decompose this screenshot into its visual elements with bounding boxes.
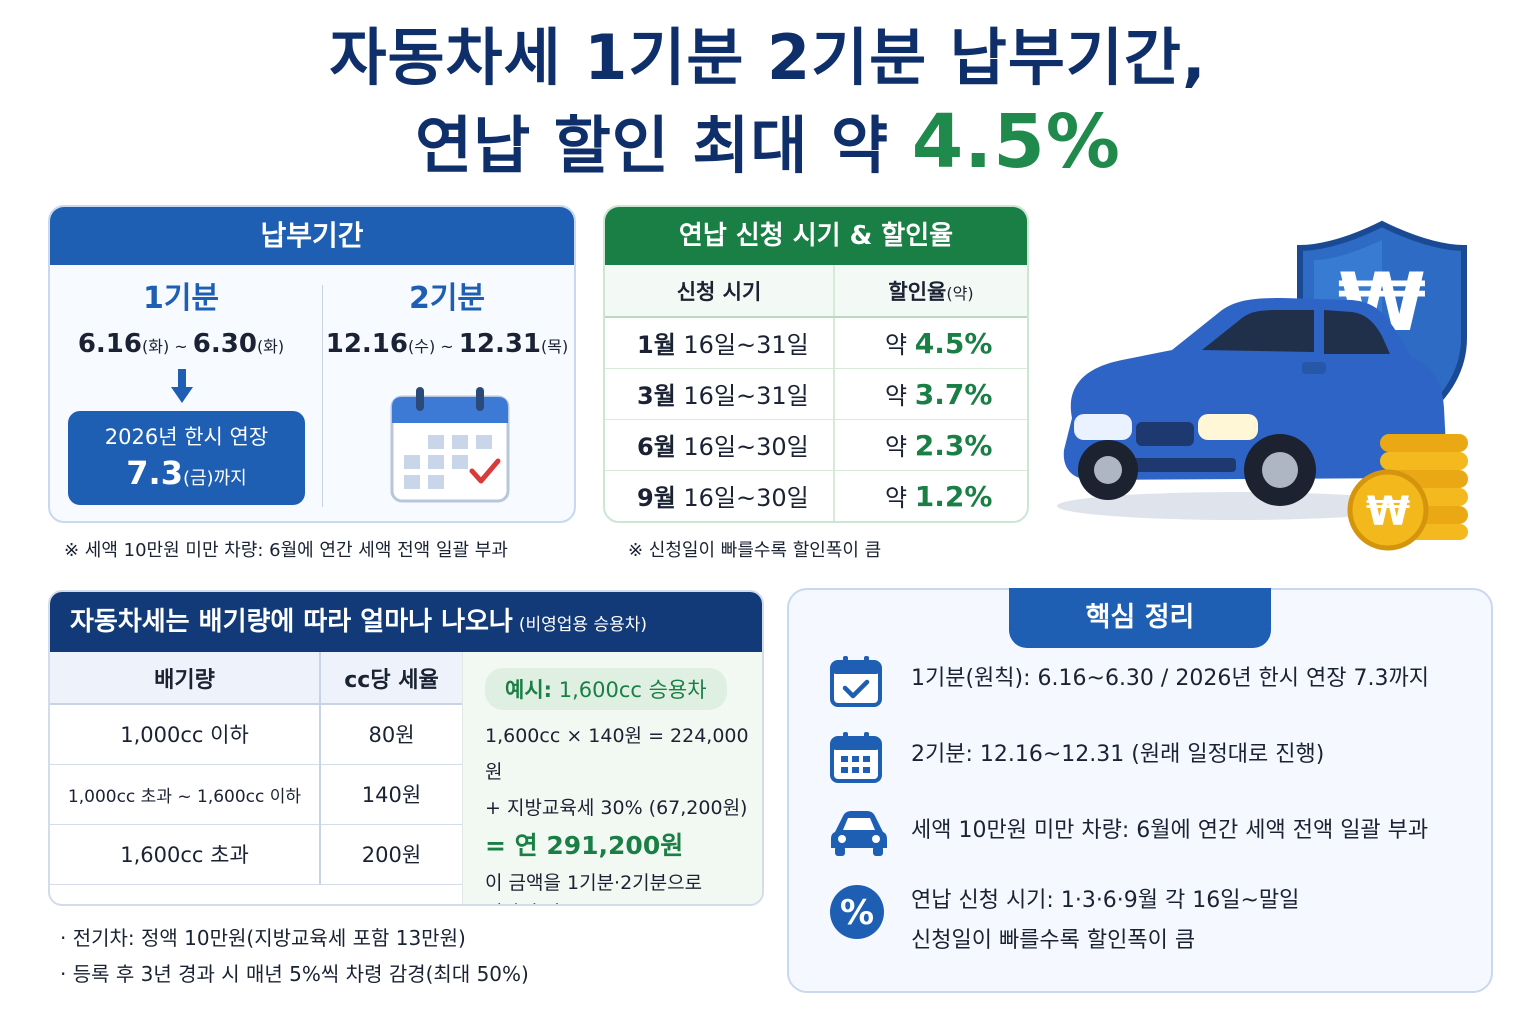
bullet-ev: · 전기차: 정액 10만원(지방교육세 포함 13만원) [60,926,466,950]
summary-text-2: 2기분: 12.16~12.31 (원래 일정대로 진행) [911,742,1325,767]
col-apply-time: 신청 시기 [605,265,834,318]
column-divider [322,285,323,507]
calendar-icon [390,387,510,503]
table-row: 1,000cc 초과 ~ 1,600cc 이하 140원 [50,764,462,825]
discount-rate-cell: 약 4.5% [833,317,1027,369]
car-icon [1057,298,1446,520]
example-tail-2: 절반씩 납부 [485,898,762,904]
displacement-cell: 1,600cc 초과 [50,824,320,885]
discount-rate-cell: 약 3.7% [833,368,1027,420]
apply-time-cell: 1월 16일~31일 [605,317,834,369]
summary-panel: 핵심 정리 1기분(원칙): 6.16~6.30 / 2026년 한시 연장 7… [787,588,1493,993]
extension-date: 7.3(금)까지 [126,454,247,492]
coin-stack-icon: ₩ [1347,434,1468,551]
period-1-title: 1기분 [142,281,220,316]
extension-badge: 2026년 한시 연장 7.3(금)까지 [68,411,305,505]
example-total: = 연 291,200원 [485,831,684,860]
table-row: 1,000cc 이하 80원 [50,704,462,765]
engine-tax-header: 자동차세는 배기량에 따라 얼마나 나오나 (비영업용 승용차) [50,592,762,652]
svg-text:%: % [840,893,874,933]
col-rate-per-cc: cc당 세율 [319,652,462,705]
page-title: 자동차세 1기분 2기분 납부기간, 연납 할인 최대 약 4.5% [0,18,1536,190]
apply-time-cell: 6월 16일~30일 [605,419,834,471]
car-icon [831,811,887,856]
summary-text-4: 연납 신청 시기: 1·3·6·9월 각 16일~말일 [911,888,1300,913]
bullet-notes: · 전기차: 정액 10만원(지방교육세 포함 13만원) · 등록 후 3년 … [60,920,529,992]
table-header-row: 배기량 cc당 세율 [50,652,462,705]
example-tail-1: 이 금액을 1기분·2기분으로 [485,872,703,894]
title-line1: 자동차세 1기분 2기분 납부기간, [329,21,1207,94]
calendar-check-icon [830,656,882,707]
period-1-column: 1기분 6.16(화) ~ 6.30(화) [50,279,312,364]
table-row: 6월 16일~30일 약 2.3% [605,419,1027,471]
annual-note: ※ 신청일이 빠를수록 할인폭이 큼 [628,540,882,561]
period-2-title: 2기분 [408,281,486,316]
table-row: 9월 16일~30일 약 1.2% [605,470,1027,521]
apply-time-cell: 3월 16일~31일 [605,368,834,420]
engine-tax-table: 배기량 cc당 세율 1,000cc 이하 80원 1,000cc 초과 ~ 1… [50,652,462,885]
col-displacement: 배기량 [50,652,320,705]
rate-cell: 80원 [319,704,462,765]
annual-payment-panel: 연납 신청 시기 & 할인율 신청 시기 할인율(약) 1월 16일~31일 약… [603,205,1029,523]
table-row: 3월 16일~31일 약 3.7% [605,368,1027,420]
bullet-age-reduction: · 등록 후 3년 경과 시 매년 5%씩 차령 감경(최대 50%) [60,962,529,986]
calendar-icon [830,732,882,783]
percent-icon: % [830,885,884,939]
car-illustration: ₩ ₩ [1057,220,1468,551]
example-box: 예시: 1,600cc 승용차 1,600cc × 140원 = 224,000… [462,652,762,904]
period-2-dates: 12.16(수) ~ 12.31(목) [325,329,569,359]
payment-period-panel: 납부기간 1기분 6.16(화) ~ 6.30(화) 2026년 한시 연장 7… [48,205,576,523]
annual-discount-table: 신청 시기 할인율(약) 1월 16일~31일 약 4.5% 3월 16일~31… [605,265,1027,521]
rate-cell: 200원 [319,824,462,885]
table-row: 1월 16일~31일 약 4.5% [605,317,1027,369]
extension-label: 2026년 한시 연장 [104,425,269,449]
title-max-discount: 4.5% [911,99,1121,185]
period-note: ※ 세액 10만원 미만 차량: 6월에 연간 세액 전액 일괄 부과 [64,540,508,561]
col-discount-rate: 할인율(약) [833,265,1027,318]
table-row: 1,600cc 초과 200원 [50,824,462,885]
example-badge: 예시: 1,600cc 승용차 [485,668,727,710]
summary-text-4b: 신청일이 빠를수록 할인폭이 큼 [911,928,1196,953]
engine-tax-panel: 자동차세는 배기량에 따라 얼마나 나오나 (비영업용 승용차) 배기량 cc당 … [48,590,764,906]
apply-time-cell: 9월 16일~30일 [637,484,809,513]
discount-rate-cell: 약 1.2% [833,470,1027,521]
title-line2-prefix: 연납 할인 최대 약 [415,109,912,182]
annual-payment-header: 연납 신청 시기 & 할인율 [605,207,1027,265]
rate-cell: 140원 [319,764,462,825]
example-calc-1: 1,600cc × 140원 = 224,000원 [485,725,749,783]
summary-header: 핵심 정리 [1009,588,1271,648]
payment-period-header: 납부기간 [50,207,574,265]
table-header-row: 신청 시기 할인율(약) [605,265,1027,318]
svg-text:₩: ₩ [1366,489,1410,535]
arrow-down-icon [171,369,193,403]
discount-rate-cell: 약 2.3% [833,419,1027,471]
summary-text-3: 세액 10만원 미만 차량: 6월에 연간 세액 전액 일괄 부과 [911,818,1429,843]
period-2-column: 2기분 12.16(수) ~ 12.31(목) [316,279,574,364]
title-line2: 연납 할인 최대 약 4.5% [0,98,1536,190]
displacement-cell: 1,000cc 이하 [50,704,320,765]
displacement-cell: 1,000cc 초과 ~ 1,600cc 이하 [50,764,320,825]
summary-text-1: 1기분(원칙): 6.16~6.30 / 2026년 한시 연장 7.3까지 [911,666,1429,691]
period-1-dates: 6.16(화) ~ 6.30(화) [77,329,285,359]
example-calc-2: + 지방교육세 30% (67,200원) [485,797,748,819]
